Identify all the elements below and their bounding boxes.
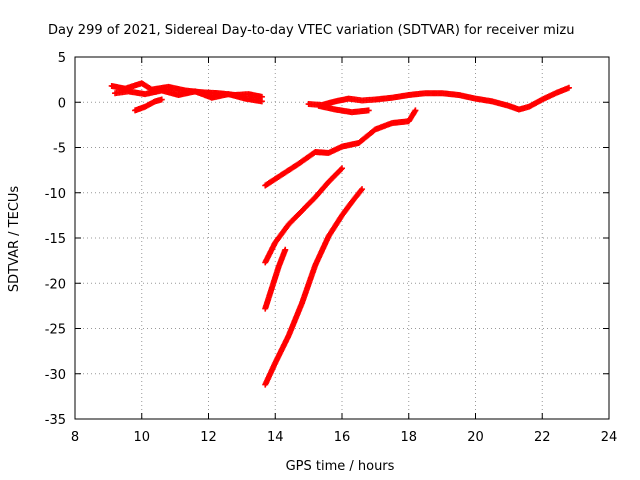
series-trace-d xyxy=(305,84,572,113)
data-point xyxy=(412,107,419,114)
x-tick-label: 18 xyxy=(400,430,417,445)
y-tick-label: -10 xyxy=(45,187,66,202)
data-point xyxy=(158,96,165,103)
x-tick-label: 20 xyxy=(467,430,484,445)
y-axis-label: SDTVAR / TECUs xyxy=(7,186,22,293)
series-trace-h xyxy=(262,246,289,312)
data-point xyxy=(282,246,289,253)
data-point xyxy=(365,107,372,114)
y-tick-label: 5 xyxy=(58,51,66,66)
y-tick-label: -35 xyxy=(45,413,66,428)
series-trace-f xyxy=(262,107,419,189)
series-trace-c xyxy=(132,96,165,114)
x-tick-label: 12 xyxy=(200,430,217,445)
data-point xyxy=(258,98,265,105)
y-tick-label: -25 xyxy=(45,323,66,338)
chart-title: Day 299 of 2021, Sidereal Day-to-day VTE… xyxy=(48,23,574,38)
series-trace-i xyxy=(262,186,366,388)
data-point xyxy=(359,186,366,193)
series-trace-g xyxy=(262,165,345,266)
data-point xyxy=(337,166,344,173)
x-tick-label: 14 xyxy=(267,430,284,445)
grid-lines xyxy=(75,57,609,419)
y-tick-label: -30 xyxy=(45,368,66,383)
y-tick-label: -5 xyxy=(53,142,66,157)
plot-frame xyxy=(74,56,610,420)
x-tick-label: 24 xyxy=(601,430,618,445)
series-trace-e xyxy=(315,102,372,116)
x-tick-label: 8 xyxy=(71,430,79,445)
y-tick-label: -15 xyxy=(45,232,66,247)
series-trace-b xyxy=(112,87,265,105)
x-axis-label: GPS time / hours xyxy=(286,459,395,474)
data-point xyxy=(339,165,345,172)
axis-ticks: 8 10 12 14 16 18 20 22 24 5 0 -5 -10 -15 -20 -25 -30 -35 xyxy=(45,51,618,445)
x-tick-label: 16 xyxy=(334,430,351,445)
x-tick-label: 22 xyxy=(534,430,551,445)
x-tick-label: 10 xyxy=(133,430,150,445)
y-tick-label: 0 xyxy=(58,96,66,111)
data-point xyxy=(358,187,365,194)
data-series xyxy=(108,80,572,388)
y-tick-label: -20 xyxy=(45,277,66,292)
data-point xyxy=(565,84,572,91)
